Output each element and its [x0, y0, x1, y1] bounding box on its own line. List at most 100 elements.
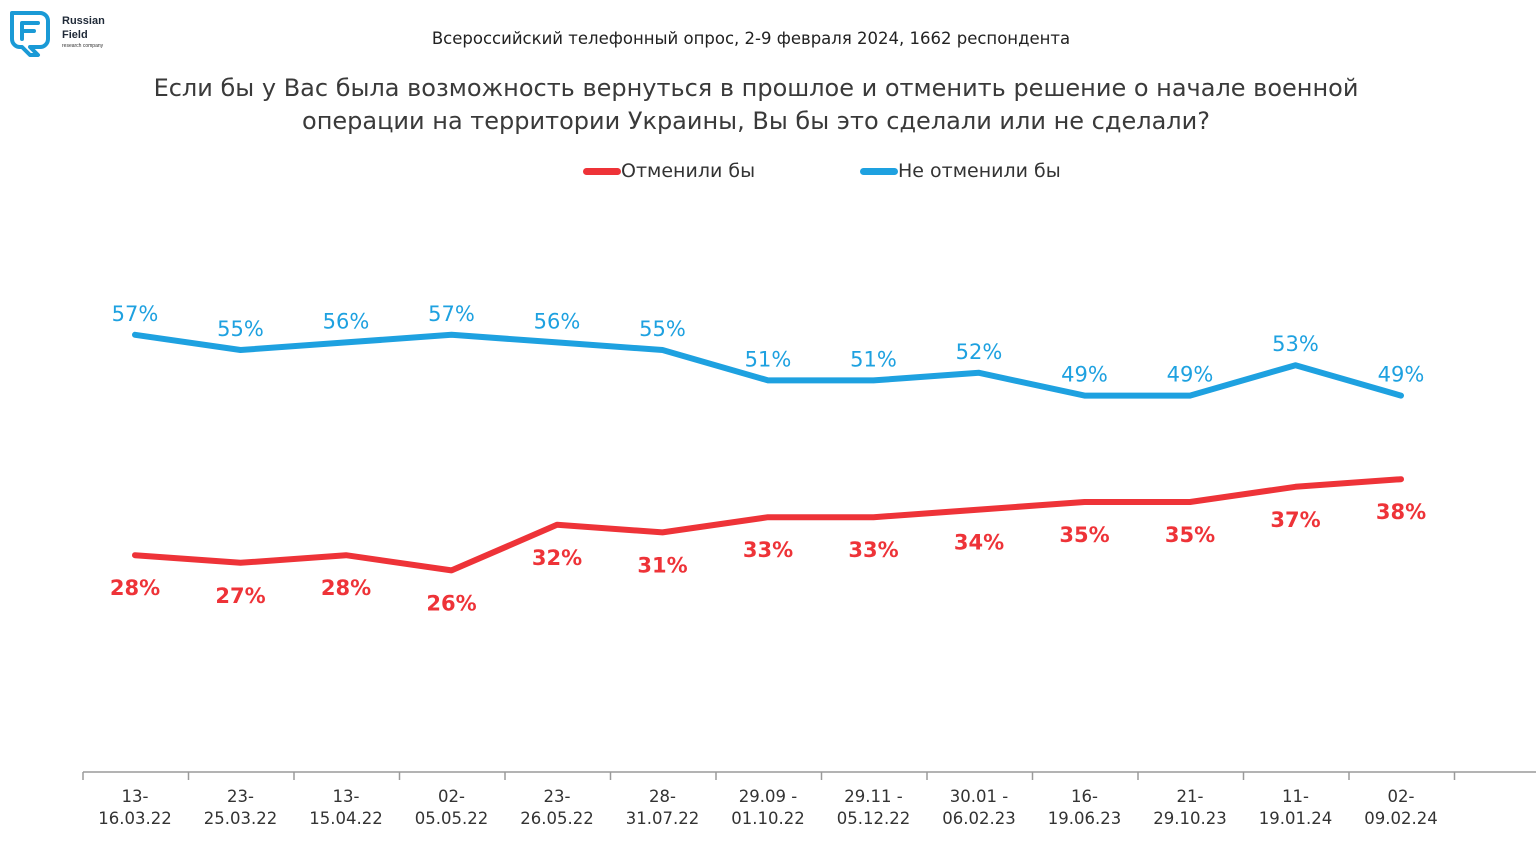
- data-label: 57%: [428, 302, 475, 326]
- legend-label-not-cancel: Не отменили бы: [898, 160, 1061, 182]
- data-label: 32%: [532, 546, 582, 570]
- data-label: 38%: [1376, 500, 1426, 524]
- logo-tagline: research company: [62, 43, 104, 49]
- x-tick-label: 28- 31.07.22: [626, 787, 699, 828]
- data-label: 56%: [534, 309, 581, 333]
- x-tick-label-line: 21-: [1177, 787, 1204, 806]
- x-tick-label-line: 25.03.22: [204, 809, 277, 828]
- data-point: [1188, 500, 1192, 504]
- data-label: 33%: [743, 538, 793, 562]
- data-label: 55%: [217, 317, 264, 341]
- x-tick-label-line: 13-: [122, 787, 149, 806]
- data-label: 33%: [848, 538, 898, 562]
- legend-swatch-not-cancel: [860, 167, 898, 175]
- x-tick-label-line: 13-: [333, 787, 360, 806]
- x-tick-label: 21- 29.10.23: [1153, 787, 1226, 828]
- x-tick-label: 02- 09.02.24: [1364, 787, 1437, 828]
- legend-swatch-cancel: [583, 167, 621, 175]
- data-point: [871, 515, 876, 520]
- data-point: [238, 348, 243, 352]
- x-tick-label: 13- 16.03.22: [98, 787, 171, 828]
- data-point: [766, 515, 770, 520]
- x-tick-label-line: 01.10.22: [731, 809, 804, 828]
- data-label: 31%: [637, 553, 687, 577]
- data-point: [660, 348, 665, 352]
- data-point: [344, 340, 348, 345]
- chart-legend: Отменили бы Не отменили бы: [0, 158, 1536, 184]
- x-tick-label-line: 11-: [1282, 787, 1309, 806]
- data-label: 53%: [1272, 332, 1319, 356]
- data-point: [1082, 500, 1087, 504]
- x-tick-label-line: 16.03.22: [98, 809, 171, 828]
- data-point: [1293, 484, 1298, 489]
- data-point: [449, 568, 454, 573]
- x-tick-label-line: 29.09 -: [739, 787, 797, 806]
- data-point: [977, 370, 981, 375]
- data-label: 27%: [215, 584, 265, 608]
- data-point: [555, 340, 559, 345]
- data-label: 49%: [1378, 363, 1425, 387]
- data-point: [1293, 363, 1298, 368]
- data-point: [555, 522, 559, 527]
- x-tick-label-line: 06.02.23: [942, 809, 1015, 828]
- data-label: 28%: [110, 576, 160, 600]
- data-point: [344, 553, 348, 558]
- legend-item-cancel: Отменили бы: [583, 158, 755, 184]
- data-point: [977, 507, 981, 512]
- x-tick-label-line: 15.04.22: [309, 809, 382, 828]
- x-tick-label-line: 31.07.22: [626, 809, 699, 828]
- x-tick-label: 02- 05.05.22: [415, 787, 488, 828]
- x-tick-label: 23- 26.05.22: [520, 787, 593, 828]
- data-label: 28%: [321, 576, 371, 600]
- data-label: 49%: [1061, 363, 1108, 387]
- x-tick-label-line: 05.05.22: [415, 809, 488, 828]
- x-tick-label-line: 29.10.23: [1153, 809, 1226, 828]
- survey-subtitle: Всероссийский телефонный опрос, 2-9 февр…: [431, 29, 1071, 48]
- x-tick-label-line: 19.06.23: [1048, 809, 1121, 828]
- x-tick-label-line: 23-: [544, 787, 571, 806]
- russian-field-logo: Russian Field research company: [8, 9, 118, 59]
- data-label: 35%: [1165, 523, 1215, 547]
- logo-text: Russian Field research company: [62, 14, 105, 50]
- data-label: 37%: [1270, 508, 1320, 532]
- x-tick-label-line: 29.11 -: [844, 787, 902, 806]
- data-label: 52%: [956, 340, 1003, 364]
- x-tick-label-line: 02-: [1388, 787, 1415, 806]
- x-tick-label-line: 19.01.24: [1259, 809, 1332, 828]
- x-tick-label-line: 02-: [438, 787, 465, 806]
- data-point: [133, 332, 137, 337]
- x-tick-label-line: 09.02.24: [1364, 809, 1437, 828]
- data-point: [660, 530, 665, 535]
- russian-field-logo-mark: [10, 11, 50, 57]
- data-point: [1188, 393, 1192, 398]
- data-label: 56%: [323, 309, 370, 333]
- legend-label-cancel: Отменили бы: [621, 160, 756, 182]
- data-point: [766, 378, 770, 383]
- x-tick-label-line: 23-: [227, 787, 254, 806]
- x-tick-label: 11- 19.01.24: [1259, 787, 1332, 828]
- x-tick-label: 23- 25.03.22: [204, 787, 277, 828]
- x-tick-label-line: 05.12.22: [837, 809, 910, 828]
- data-point: [449, 332, 454, 337]
- data-point: [133, 553, 137, 558]
- data-label: 35%: [1059, 523, 1109, 547]
- x-tick-label: 30.01 - 06.02.23: [942, 787, 1015, 828]
- data-point: [238, 560, 243, 565]
- x-tick-label-line: 30.01 -: [950, 787, 1008, 806]
- x-tick-label-line: 26.05.22: [520, 809, 593, 828]
- data-label: 57%: [112, 302, 159, 326]
- data-label: 49%: [1167, 363, 1214, 387]
- legend-item-not-cancel: Не отменили бы: [860, 158, 1061, 184]
- x-tick-label-line: 16-: [1071, 787, 1098, 806]
- data-point: [1399, 477, 1403, 482]
- data-label: 34%: [954, 531, 1004, 555]
- x-tick-label-line: 28-: [649, 787, 676, 806]
- data-point: [871, 378, 876, 383]
- chart-title: Если бы у Вас была возможность вернуться…: [153, 74, 1359, 135]
- logo-name-line1: Russian: [62, 15, 105, 27]
- data-label: 51%: [850, 347, 897, 371]
- logo-name-line2: Field: [62, 29, 88, 41]
- x-tick-label: 16- 19.06.23: [1048, 787, 1121, 828]
- x-tick-label: 29.09 - 01.10.22: [731, 787, 804, 828]
